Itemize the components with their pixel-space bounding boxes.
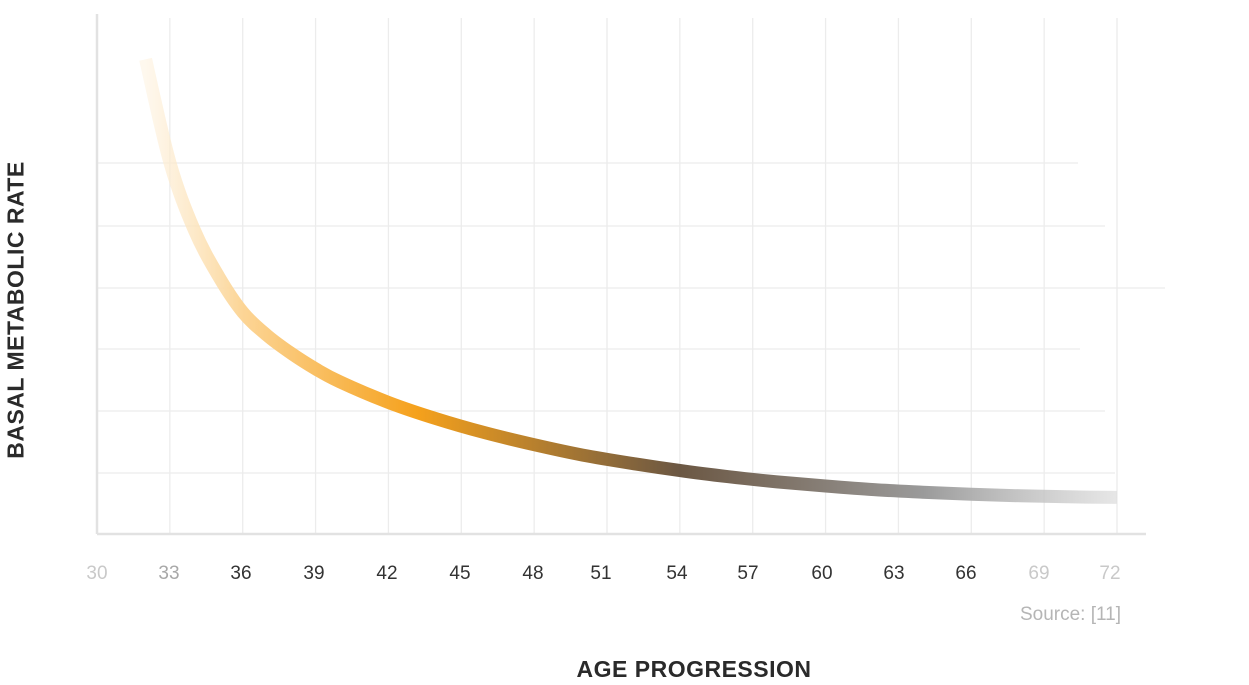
x-tick-label: 51 bbox=[590, 563, 611, 584]
x-tick-label: 69 bbox=[1028, 563, 1049, 584]
x-tick-label: 42 bbox=[376, 563, 397, 584]
x-tick-label: 57 bbox=[737, 563, 758, 584]
y-axis-label: BASAL METABOLIC RATE bbox=[2, 161, 29, 459]
x-tick-labels: 30 33 36 39 42 45 48 51 54 57 60 63 66 69 72 bbox=[86, 563, 1120, 584]
grid bbox=[97, 18, 1165, 534]
x-tick-label: 72 bbox=[1099, 563, 1120, 584]
x-tick-label: 66 bbox=[955, 563, 976, 584]
series bbox=[139, 57, 1118, 504]
x-tick-label: 48 bbox=[522, 563, 543, 584]
series-line bbox=[139, 57, 1118, 504]
x-tick-label: 36 bbox=[230, 563, 251, 584]
x-tick-label: 54 bbox=[666, 563, 688, 584]
x-tick-label: 60 bbox=[811, 563, 832, 584]
x-tick-label: 30 bbox=[86, 563, 107, 584]
x-tick-label: 39 bbox=[303, 563, 324, 584]
x-tick-label: 63 bbox=[883, 563, 904, 584]
source-note: Source: [11] bbox=[1019, 604, 1121, 625]
axes bbox=[95, 14, 1146, 536]
x-tick-label: 45 bbox=[449, 563, 470, 584]
x-axis-label: AGE PROGRESSION bbox=[576, 656, 812, 682]
x-tick-label: 33 bbox=[158, 563, 179, 584]
